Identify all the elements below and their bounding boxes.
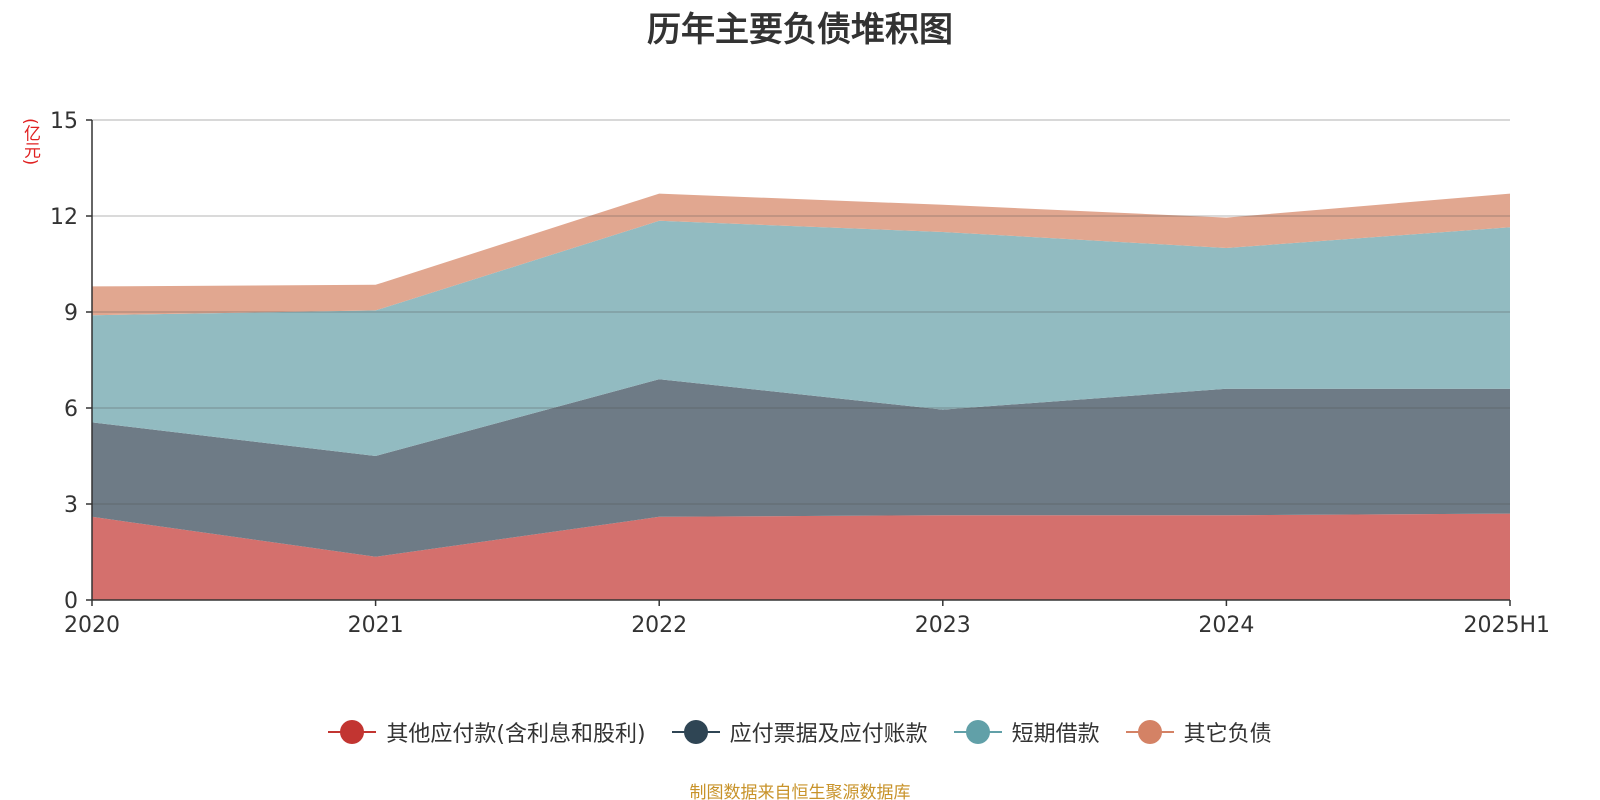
legend-item-2[interactable]: 短期借款 bbox=[953, 716, 1100, 748]
legend-label: 短期借款 bbox=[1011, 722, 1100, 747]
x-tick-label-0: 2020 bbox=[64, 613, 120, 638]
x-tick-label-3: 2023 bbox=[915, 613, 971, 638]
data-source-note: 制图数据来自恒生聚源数据库 bbox=[689, 783, 911, 800]
legend-item-1[interactable]: 应付票据及应付账款 bbox=[671, 716, 928, 748]
legend-item-3[interactable]: 其它负债 bbox=[1125, 716, 1272, 748]
area-series-1 bbox=[92, 379, 1510, 557]
y-tick-label-0: 0 bbox=[64, 589, 78, 614]
x-tick-label-2: 2022 bbox=[631, 613, 687, 638]
y-tick-label-1: 3 bbox=[64, 493, 78, 518]
legend-label: 应付票据及应付账款 bbox=[729, 722, 928, 747]
legend-marker-icon bbox=[1125, 720, 1174, 744]
legend-marker-icon bbox=[671, 720, 720, 744]
y-tick-label-2: 6 bbox=[64, 397, 78, 422]
y-tick-label-5: 15 bbox=[50, 109, 78, 134]
x-tick-label-1: 2021 bbox=[348, 613, 404, 638]
area-series-3 bbox=[92, 193, 1510, 316]
chart-legend: 其他应付款(含利息和股利) 应付票据及应付账款 短期借款 其它负债 bbox=[0, 716, 1600, 748]
y-tick-label-3: 9 bbox=[64, 301, 78, 326]
legend-item-0[interactable]: 其他应付款(含利息和股利) bbox=[328, 716, 646, 748]
x-tick-label-4: 2024 bbox=[1198, 613, 1254, 638]
legend-label: 其它负债 bbox=[1183, 722, 1272, 747]
x-tick-label-5: 2025H1 bbox=[1463, 613, 1550, 638]
chart-title: 历年主要负债堆积图 bbox=[647, 10, 953, 50]
y-tick-label-4: 12 bbox=[50, 205, 78, 230]
legend-marker-icon bbox=[328, 720, 377, 744]
legend-label: 其他应付款(含利息和股利) bbox=[386, 722, 646, 747]
y-axis-unit-label: (亿元) bbox=[20, 118, 40, 166]
area-series-0 bbox=[92, 513, 1510, 600]
stacked-area-chart: 0 3 6 9 12 15 2020 2021 2022 2023 2024 2025H1 bbox=[50, 109, 1550, 638]
area-series-2 bbox=[92, 220, 1510, 456]
legend-marker-icon bbox=[953, 720, 1002, 744]
